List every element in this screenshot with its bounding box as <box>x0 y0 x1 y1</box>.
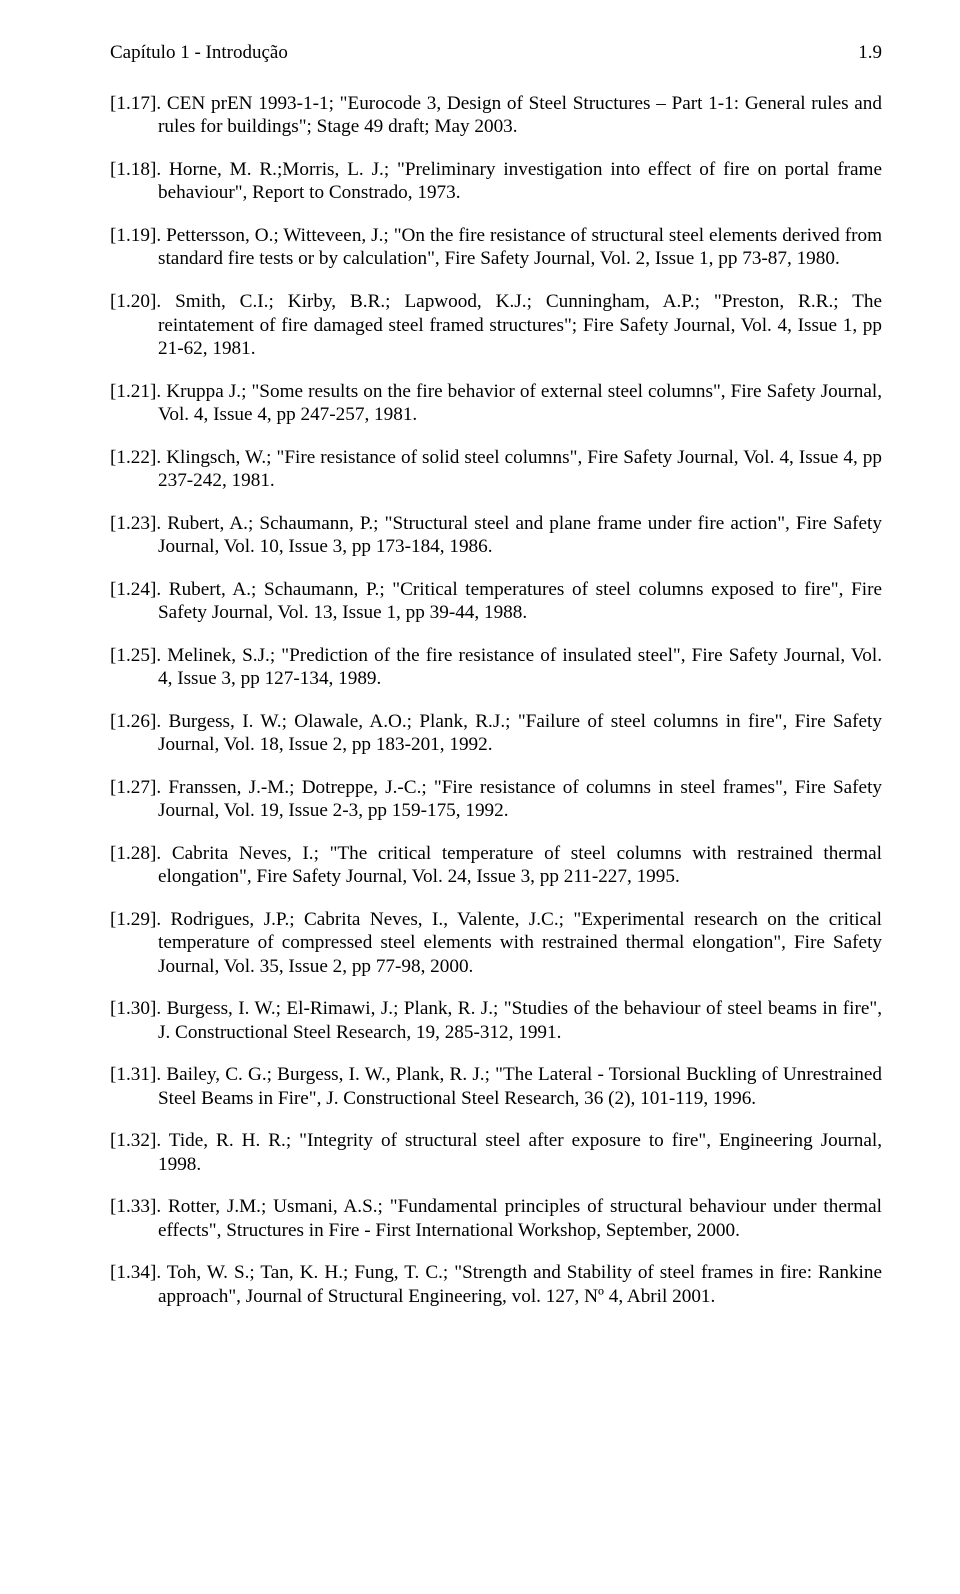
page: Capítulo 1 - Introdução 1.9 [1.17]. CEN … <box>0 0 960 1594</box>
reference-item: [1.24]. Rubert, A.; Schaumann, P.; "Crit… <box>110 578 882 625</box>
reference-item: [1.17]. CEN prEN 1993-1-1; "Eurocode 3, … <box>110 92 882 139</box>
page-header: Capítulo 1 - Introdução 1.9 <box>110 42 882 64</box>
reference-item: [1.21]. Kruppa J.; "Some results on the … <box>110 380 882 427</box>
reference-item: [1.18]. Horne, M. R.;Morris, L. J.; "Pre… <box>110 158 882 205</box>
reference-item: [1.20]. Smith, C.I.; Kirby, B.R.; Lapwoo… <box>110 290 882 360</box>
reference-item: [1.28]. Cabrita Neves, I.; "The critical… <box>110 842 882 889</box>
reference-item: [1.26]. Burgess, I. W.; Olawale, A.O.; P… <box>110 710 882 757</box>
references-list: [1.17]. CEN prEN 1993-1-1; "Eurocode 3, … <box>110 92 882 1308</box>
page-number: 1.9 <box>858 42 882 64</box>
reference-item: [1.32]. Tide, R. H. R.; "Integrity of st… <box>110 1129 882 1176</box>
chapter-label: Capítulo 1 - Introdução <box>110 42 288 64</box>
reference-item: [1.25]. Melinek, S.J.; "Prediction of th… <box>110 644 882 691</box>
reference-item: [1.23]. Rubert, A.; Schaumann, P.; "Stru… <box>110 512 882 559</box>
reference-item: [1.19]. Pettersson, O.; Witteveen, J.; "… <box>110 224 882 271</box>
reference-item: [1.29]. Rodrigues, J.P.; Cabrita Neves, … <box>110 908 882 978</box>
reference-item: [1.33]. Rotter, J.M.; Usmani, A.S.; "Fun… <box>110 1195 882 1242</box>
reference-item: [1.22]. Klingsch, W.; "Fire resistance o… <box>110 446 882 493</box>
reference-item: [1.27]. Franssen, J.-M.; Dotreppe, J.-C.… <box>110 776 882 823</box>
reference-item: [1.34]. Toh, W. S.; Tan, K. H.; Fung, T.… <box>110 1261 882 1308</box>
reference-item: [1.30]. Burgess, I. W.; El-Rimawi, J.; P… <box>110 997 882 1044</box>
reference-item: [1.31]. Bailey, C. G.; Burgess, I. W., P… <box>110 1063 882 1110</box>
